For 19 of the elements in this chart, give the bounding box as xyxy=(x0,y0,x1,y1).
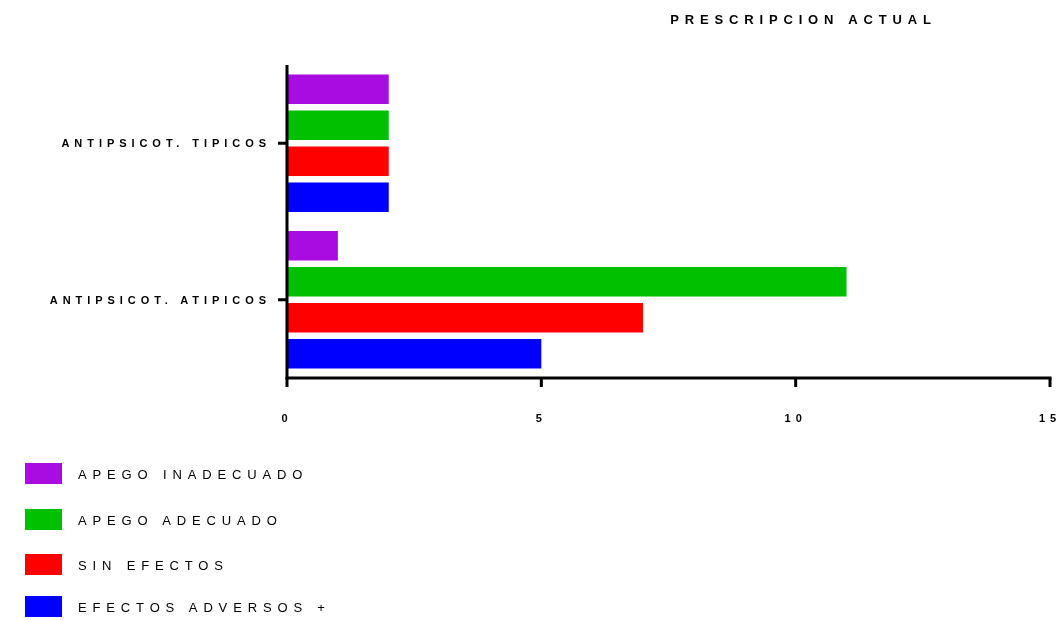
x-tick-label: 15 xyxy=(1038,412,1062,424)
bar xyxy=(287,267,847,297)
bar xyxy=(287,302,644,333)
legend-label: SIN EFECTOS xyxy=(78,558,229,573)
y-tick-label: ANTIPSICOT. ATIPICOS xyxy=(49,293,271,306)
x-tick-label: 5 xyxy=(535,412,547,424)
chart-title: PRESCRIPCION ACTUAL xyxy=(670,12,937,27)
bar xyxy=(287,74,389,105)
legend-label: APEGO ADECUADO xyxy=(78,513,283,528)
legend-label: APEGO INADECUADO xyxy=(78,467,309,482)
bar xyxy=(287,146,389,177)
x-tick-label: 10 xyxy=(784,412,807,424)
x-tick-label: 0 xyxy=(281,412,293,424)
bar xyxy=(287,231,338,261)
bar xyxy=(287,182,389,212)
bar xyxy=(287,110,389,141)
y-tick-label: ANTIPSICOT. TIPICOS xyxy=(61,137,271,150)
bar xyxy=(287,338,542,369)
legend-label: EFECTOS ADVERSOS + xyxy=(78,600,331,615)
